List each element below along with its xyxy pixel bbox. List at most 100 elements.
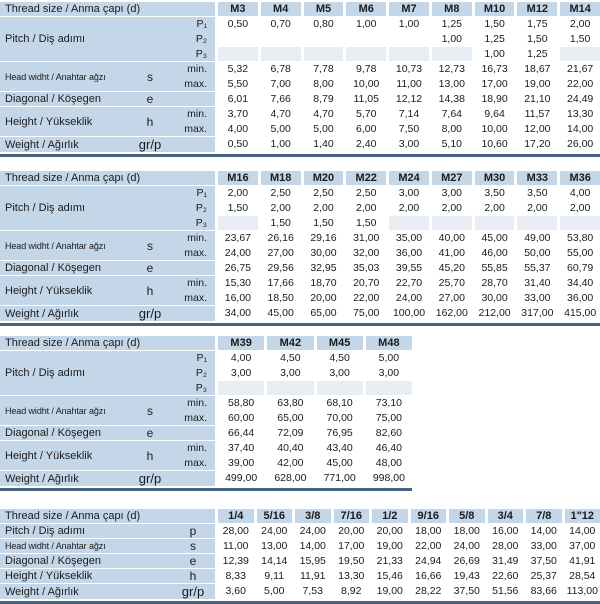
row-sublabel: max.: [167, 291, 215, 305]
data-cell: [560, 216, 600, 230]
column-header: M10: [475, 2, 515, 16]
data-cell: 6,78: [261, 62, 301, 76]
data-cell: 12,00: [517, 122, 557, 136]
data-cell: [346, 47, 386, 61]
row-sublabel: min.: [167, 396, 215, 410]
row-sublabel: P₃: [167, 47, 215, 61]
data-cell: [267, 381, 313, 395]
data-cell: 113,00: [565, 584, 600, 598]
data-cell: 4,50: [317, 351, 363, 365]
row-sublabel: min.: [167, 62, 215, 76]
data-cell: 7,78: [304, 62, 344, 76]
data-cell: 162,00: [432, 306, 472, 320]
column-header: 3/8: [295, 509, 331, 523]
column-header: 3/4: [488, 509, 524, 523]
sublabel-column: min.max.: [167, 441, 215, 470]
data-cell: 24,00: [449, 539, 485, 553]
data-cell: 317,00: [517, 306, 557, 320]
column-header: M8: [432, 2, 472, 16]
data-cell: 7,00: [261, 77, 301, 91]
data-cell: [261, 47, 301, 61]
data-cell: 1,00: [346, 17, 386, 31]
data-cell: 16,00: [218, 291, 258, 305]
row-label: Pitch / Diş adımı: [0, 202, 133, 214]
data-cell: 10,60: [475, 137, 515, 151]
data-cell: 22,00: [560, 77, 600, 91]
data-cell: 1,00: [475, 47, 515, 61]
data-cell: 29,56: [261, 261, 301, 275]
column-header: 1/4: [218, 509, 254, 523]
data-cell: 5,00: [366, 351, 412, 365]
data-cell: 36,00: [560, 291, 600, 305]
data-cell: [366, 381, 412, 395]
data-cell: 9,11: [257, 569, 293, 583]
data-cell: 0,50: [218, 17, 258, 31]
data-cell: 2,40: [346, 137, 386, 151]
data-cell: 10,73: [389, 62, 429, 76]
data-cell: 1,75: [517, 17, 557, 31]
row-label: Weight / Ağırlık: [0, 308, 133, 320]
thread-size-header-cell: Thread size / Anma çapı (d): [0, 336, 215, 350]
data-row: [218, 381, 412, 395]
thread-size-header-cell: Thread size / Anma çapı (d): [0, 2, 215, 16]
thread-size-header-label: Thread size / Anma çapı (d): [0, 3, 215, 15]
data-cell: [389, 32, 429, 46]
data-cell: 0,50: [218, 137, 258, 151]
data-cell: 41,91: [565, 554, 600, 568]
row-label: Pitch / Diş adımı: [0, 525, 171, 537]
sublabel-column: [167, 138, 215, 152]
data-cell: 20,00: [334, 524, 370, 538]
data-cell: 17,20: [517, 137, 557, 151]
data-cell: 4,00: [218, 351, 264, 365]
row-symbol: gr/p: [133, 306, 167, 321]
data-cell: 32,95: [304, 261, 344, 275]
data-cell: 3,00: [267, 366, 313, 380]
data-cell: 0,80: [304, 17, 344, 31]
data-cell: 13,30: [334, 569, 370, 583]
data-cell: 11,00: [389, 77, 429, 91]
data-cell: 7,66: [261, 92, 301, 106]
column-header: M45: [317, 336, 363, 350]
data-cell: 3,50: [517, 186, 557, 200]
data-cell: 2,50: [304, 186, 344, 200]
sublabel-column: min.max.: [167, 231, 215, 260]
data-cell: 60,79: [560, 261, 600, 275]
row-sublabel: P₃: [167, 216, 215, 230]
row-sublabel: [167, 138, 215, 152]
data-cell: 3,00: [389, 137, 429, 151]
data-cell: 11,57: [517, 107, 557, 121]
data-cell: 43,40: [317, 441, 363, 455]
data-cell: 998,00: [366, 471, 412, 485]
column-header: M39: [218, 336, 264, 350]
data-cell: 2,50: [261, 186, 301, 200]
column-header: 7/16: [334, 509, 370, 523]
